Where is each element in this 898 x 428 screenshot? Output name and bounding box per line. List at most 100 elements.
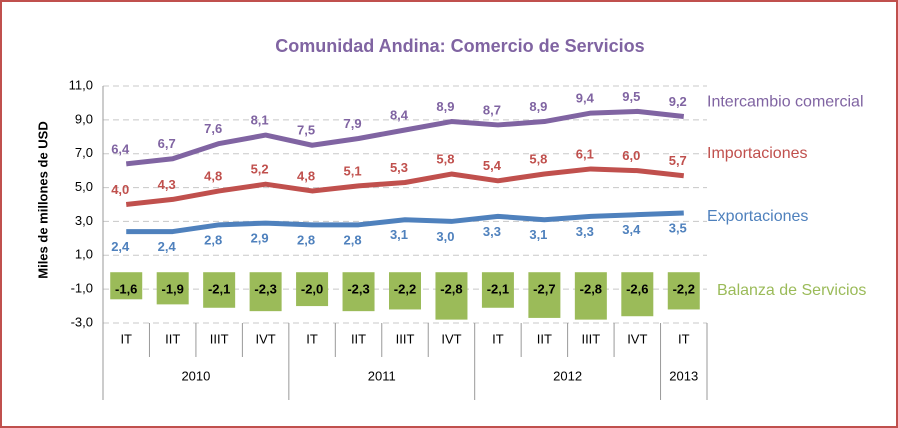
data-label: -2,8	[580, 282, 602, 297]
series-line	[125, 108, 685, 167]
data-label: 2,8	[343, 232, 361, 247]
x-tick-label: IVT	[627, 331, 647, 346]
data-label: 8,4	[390, 107, 409, 122]
x-tick-label: IT	[492, 331, 504, 346]
data-label: 3,1	[390, 227, 408, 242]
data-label: -2,8	[440, 282, 462, 297]
data-label: 5,2	[251, 162, 269, 177]
data-label: 6,0	[622, 148, 640, 163]
data-label: 5,8	[436, 151, 454, 166]
data-label: -2,6	[626, 282, 648, 297]
y-tick-label: 1,0	[75, 247, 93, 262]
data-label: 3,5	[669, 220, 687, 235]
data-label: 5,1	[343, 163, 361, 178]
series-label: Importaciones	[707, 145, 808, 162]
data-label: -2,0	[301, 282, 323, 297]
bar	[621, 272, 654, 317]
data-label: 2,9	[251, 231, 269, 246]
data-label: -2,7	[533, 282, 555, 297]
data-label: 8,9	[529, 99, 547, 114]
data-label: 4,8	[297, 168, 315, 183]
data-label: 9,5	[622, 89, 640, 104]
y-tick-label: 3,0	[75, 213, 93, 228]
x-tick-label: IT	[678, 331, 690, 346]
bar	[574, 272, 607, 320]
x-tick-label: IIIT	[581, 331, 600, 346]
data-label: 4,3	[158, 177, 176, 192]
series-line	[125, 166, 685, 207]
y-axis-label: Miles de millones de USD	[35, 121, 50, 279]
x-tick-label: IT	[306, 331, 318, 346]
data-label: 4,8	[204, 168, 222, 183]
y-tick-label: -3,0	[71, 314, 93, 329]
bar	[667, 272, 700, 310]
data-label: -1,9	[161, 282, 183, 297]
data-label: 9,4	[576, 91, 595, 106]
x-tick-label: IVT	[441, 331, 461, 346]
series-label: Exportaciones	[707, 208, 808, 225]
data-label: 4,0	[111, 182, 129, 197]
y-tick-label: 5,0	[75, 179, 93, 194]
bar	[296, 272, 329, 307]
data-label: -2,3	[347, 282, 369, 297]
x-tick-label: IIT	[537, 331, 552, 346]
bar	[389, 272, 421, 310]
y-tick-label: -1,0	[71, 281, 93, 296]
data-label: -2,3	[254, 282, 276, 297]
data-label: 6,1	[576, 146, 594, 161]
x-tick-label: IIIT	[396, 331, 415, 346]
data-label: 7,5	[297, 123, 315, 138]
data-label: 3,0	[436, 229, 454, 244]
year-label: 2012	[553, 368, 582, 383]
data-label: 3,3	[483, 224, 501, 239]
data-label: 8,7	[483, 102, 501, 117]
chart-title: Comunidad Andina: Comercio de Servicios	[275, 36, 644, 56]
bar	[249, 272, 282, 312]
x-tick-label: IIT	[351, 331, 366, 346]
bar	[110, 272, 143, 300]
data-label: 9,2	[669, 94, 687, 109]
data-label: 8,1	[251, 113, 269, 128]
data-label: -2,2	[673, 282, 695, 297]
x-tick-label: IVT	[255, 331, 275, 346]
data-label: 5,7	[669, 153, 687, 168]
data-label: -1,6	[115, 282, 137, 297]
data-label: 5,8	[529, 151, 547, 166]
data-label: -2,1	[208, 282, 230, 297]
data-label: 3,1	[529, 227, 547, 242]
year-label: 2013	[669, 368, 698, 383]
x-tick-label: IIIT	[210, 331, 229, 346]
bar	[342, 272, 375, 312]
bar	[203, 272, 236, 308]
x-tick-label: IIT	[165, 331, 180, 346]
data-label: 7,9	[343, 116, 361, 131]
y-tick-label: 9,0	[75, 111, 93, 126]
data-label: -2,2	[394, 282, 416, 297]
bar	[481, 272, 514, 308]
y-tick-label: 11,0	[69, 77, 93, 92]
data-label: 6,7	[158, 136, 176, 151]
series-label: Balanza de Servicios	[717, 282, 866, 299]
bar	[435, 272, 468, 320]
data-label: 2,4	[111, 239, 130, 254]
data-label: 2,4	[158, 239, 177, 254]
year-label: 2010	[181, 368, 210, 383]
x-tick-label: IT	[120, 331, 132, 346]
bar	[528, 272, 561, 318]
data-label: 2,8	[204, 232, 222, 247]
data-label: 6,4	[111, 141, 130, 156]
data-label: 7,6	[204, 121, 222, 136]
data-label: -2,1	[487, 282, 509, 297]
data-label: 5,3	[390, 160, 408, 175]
series-line	[126, 210, 684, 235]
series-label: Intercambio comercial	[707, 94, 864, 111]
data-label: 3,3	[576, 224, 594, 239]
y-tick-label: 7,0	[75, 145, 93, 160]
data-label: 5,4	[483, 158, 502, 173]
year-label: 2011	[368, 368, 396, 383]
data-label: 2,8	[297, 232, 315, 247]
data-label: 8,9	[436, 99, 454, 114]
